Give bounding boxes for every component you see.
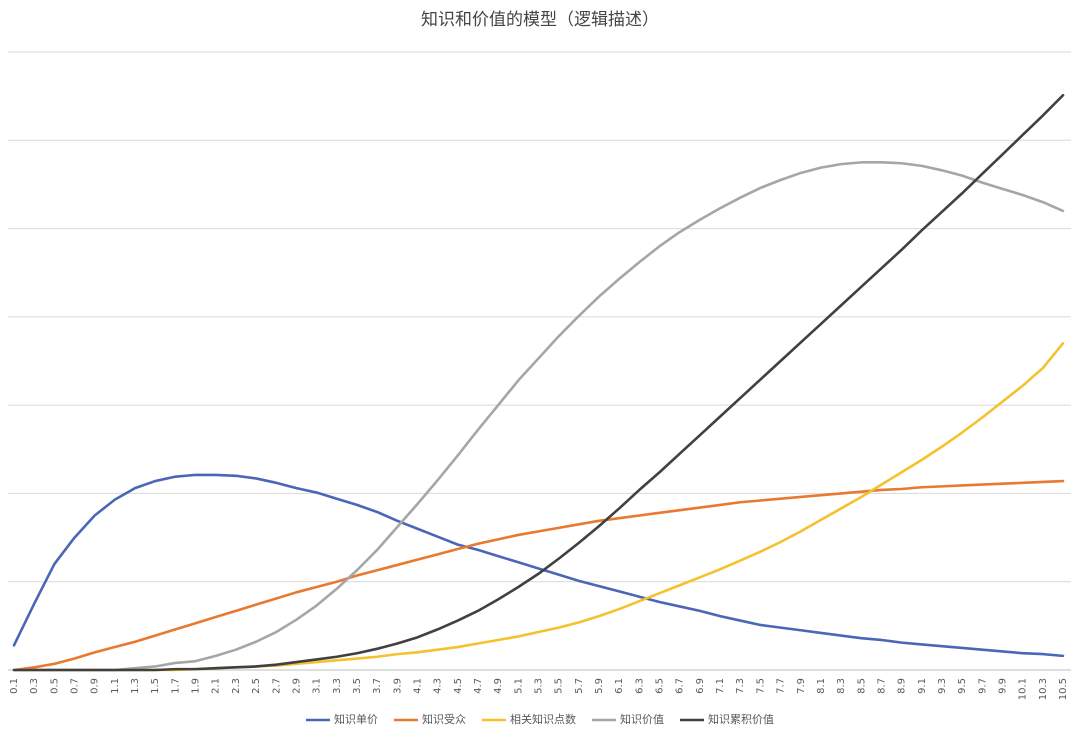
x-tick-label: 0.1	[9, 678, 20, 694]
x-tick-label: 8.9	[897, 678, 908, 694]
x-tick-label: 0.9	[90, 678, 101, 694]
x-tick-label: 2.7	[271, 678, 282, 694]
x-tick-label: 4.1	[412, 678, 423, 694]
x-tick-label: 2.1	[211, 678, 222, 694]
x-tick-label: 8.1	[816, 678, 827, 694]
x-tick-label: 5.9	[594, 678, 605, 694]
x-tick-label: 3.5	[352, 678, 363, 694]
x-tick-label: 6.5	[655, 678, 666, 694]
line-series	[12, 473, 1065, 658]
x-tick-label: 9.9	[997, 678, 1008, 694]
legend-label: 知识单价	[334, 712, 378, 726]
x-tick-label: 6.3	[634, 678, 645, 694]
x-tick-label: 9.7	[977, 678, 988, 694]
x-tick-label: 0.7	[70, 678, 81, 694]
x-tick-label: 1.9	[191, 678, 202, 694]
x-tick-label: 0.5	[49, 678, 60, 694]
x-tick-label: 1.5	[150, 678, 161, 694]
x-tick-label: 10.5	[1058, 678, 1069, 700]
x-tick-label: 7.9	[796, 678, 807, 694]
legend-label: 相关知识点数	[510, 712, 576, 726]
x-tick-label: 7.7	[776, 678, 787, 694]
x-tick-label: 3.9	[392, 678, 403, 694]
x-tick-label: 4.7	[473, 678, 484, 694]
x-tick-label: 4.5	[453, 678, 464, 694]
x-tick-label: 6.1	[614, 678, 625, 694]
x-tick-label: 10.1	[1018, 678, 1029, 700]
x-tick-label: 8.5	[856, 678, 867, 694]
x-tick-label: 4.9	[493, 678, 504, 694]
chart-title: 知识和价值的模型（逻辑描述）	[421, 10, 659, 30]
x-tick-label: 7.1	[715, 678, 726, 694]
x-tick-label: 8.3	[836, 678, 847, 694]
x-tick-label: 7.5	[755, 678, 766, 694]
line-series	[12, 479, 1065, 672]
legend-label: 知识价值	[620, 712, 664, 726]
x-tick-label: 2.9	[291, 678, 302, 694]
x-tick-label: 3.1	[312, 678, 323, 694]
x-tick-label: 9.5	[957, 678, 968, 694]
legend-label: 知识受众	[422, 712, 466, 726]
line-series	[12, 161, 1065, 672]
x-tick-label: 10.3	[1038, 678, 1049, 700]
x-tick-label: 6.7	[675, 678, 686, 694]
x-tick-label: 6.9	[695, 678, 706, 694]
x-tick-label: 9.3	[937, 678, 948, 694]
x-tick-label: 5.5	[554, 678, 565, 694]
x-tick-label: 3.3	[332, 678, 343, 694]
x-tick-label: 3.7	[372, 678, 383, 694]
x-tick-label: 1.3	[130, 678, 141, 694]
legend-label: 知识累积价值	[708, 712, 774, 726]
x-tick-label: 8.7	[876, 678, 887, 694]
x-tick-label: 5.1	[513, 678, 524, 694]
x-tick-label: 7.3	[735, 678, 746, 694]
x-tick-label: 1.7	[170, 678, 181, 694]
x-tick-label: 9.1	[917, 678, 928, 694]
x-tick-label: 0.3	[29, 678, 40, 694]
x-tick-label: 5.3	[534, 678, 545, 694]
x-tick-label: 4.3	[433, 678, 444, 694]
x-tick-label: 1.1	[110, 678, 121, 694]
x-tick-label: 5.7	[574, 678, 585, 694]
x-tick-label: 2.5	[251, 678, 262, 694]
x-tick-label: 2.3	[231, 678, 242, 694]
line-series	[12, 93, 1065, 672]
